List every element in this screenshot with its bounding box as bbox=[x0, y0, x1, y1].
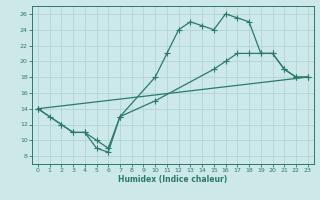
X-axis label: Humidex (Indice chaleur): Humidex (Indice chaleur) bbox=[118, 175, 228, 184]
